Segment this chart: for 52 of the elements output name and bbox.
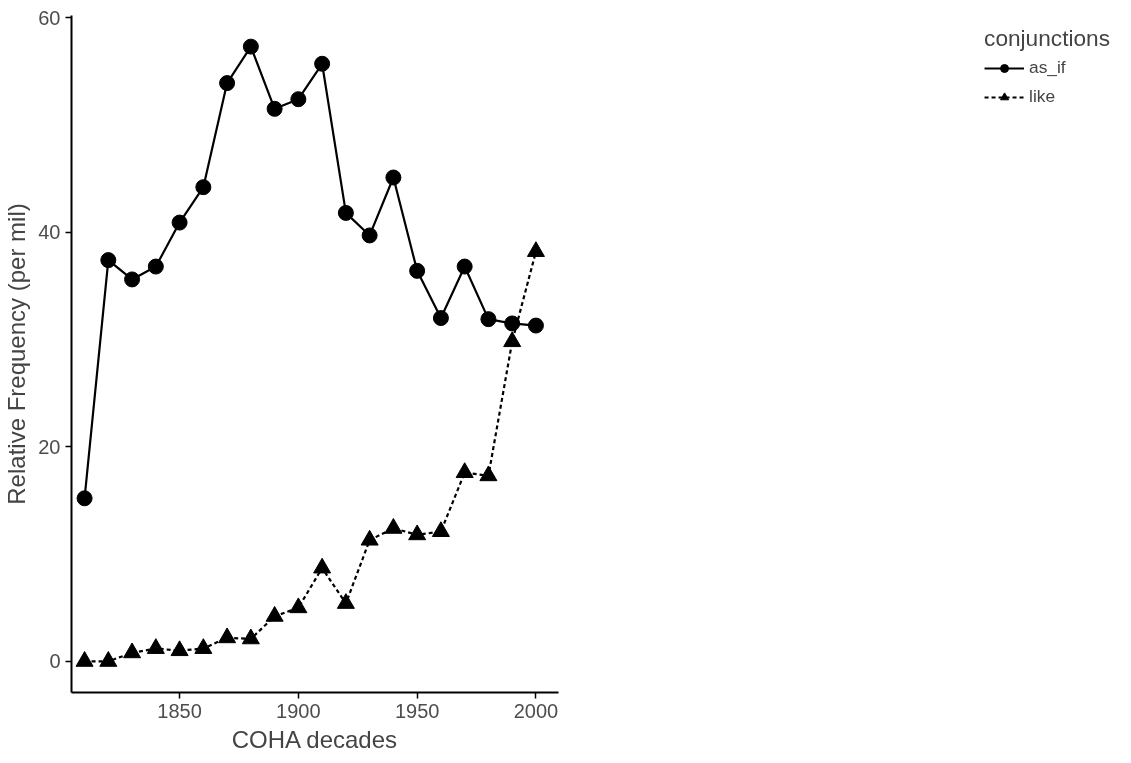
y-tick-label: 60 bbox=[38, 6, 61, 29]
x-tick-label: 1850 bbox=[157, 699, 202, 722]
legend-label: as_if bbox=[1029, 57, 1066, 78]
x-tick-label: 1900 bbox=[276, 699, 321, 722]
point bbox=[456, 258, 473, 275]
point bbox=[431, 521, 450, 537]
legend-title: conjunctions bbox=[984, 25, 1110, 52]
point bbox=[194, 638, 213, 654]
point bbox=[170, 640, 189, 657]
point bbox=[337, 204, 354, 221]
x-axis-title: COHA decades bbox=[231, 725, 398, 753]
point bbox=[385, 169, 402, 186]
point bbox=[360, 529, 379, 546]
x-tick-label: 2000 bbox=[513, 699, 559, 722]
point bbox=[241, 628, 260, 645]
point bbox=[76, 490, 93, 507]
point bbox=[171, 214, 188, 231]
y-tick-label: 20 bbox=[38, 435, 61, 458]
point bbox=[123, 642, 142, 659]
point bbox=[479, 465, 498, 482]
legend-label: like bbox=[1029, 86, 1056, 107]
point bbox=[289, 597, 308, 614]
point bbox=[336, 593, 355, 609]
y-tick-label: 0 bbox=[49, 650, 61, 673]
point bbox=[290, 91, 307, 108]
point bbox=[432, 310, 449, 327]
x-tick-label: 1950 bbox=[394, 699, 440, 722]
point bbox=[408, 524, 427, 541]
point bbox=[265, 606, 284, 622]
point bbox=[314, 55, 331, 72]
point bbox=[195, 179, 212, 196]
point bbox=[75, 651, 94, 667]
point bbox=[99, 651, 118, 667]
point bbox=[242, 38, 259, 55]
point bbox=[219, 75, 236, 92]
point bbox=[100, 252, 117, 269]
point bbox=[361, 227, 378, 244]
point bbox=[313, 557, 332, 574]
point bbox=[266, 100, 283, 117]
y-axis-title: Relative Frequency (per mil) bbox=[3, 203, 31, 505]
point bbox=[124, 271, 141, 288]
point bbox=[527, 317, 544, 334]
point bbox=[384, 518, 403, 534]
point bbox=[503, 331, 522, 348]
y-tick-label: 40 bbox=[38, 221, 61, 244]
point bbox=[504, 315, 521, 332]
point bbox=[409, 262, 426, 279]
point bbox=[218, 627, 237, 644]
point bbox=[480, 311, 497, 328]
point bbox=[147, 258, 164, 275]
point bbox=[146, 638, 165, 654]
point bbox=[455, 462, 474, 478]
